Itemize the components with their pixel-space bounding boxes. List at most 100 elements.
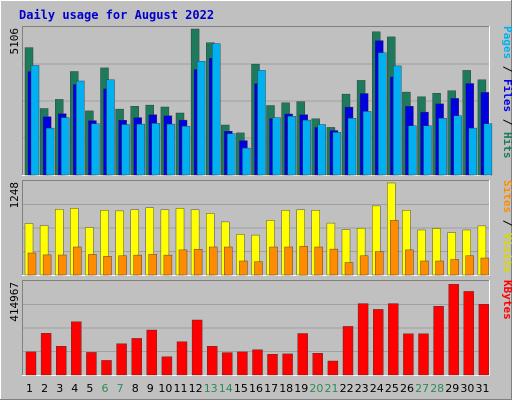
bar-kbytes-day-16	[252, 349, 263, 376]
bar-kbytes-day-17	[267, 354, 278, 376]
bar-kbytes-day-7	[116, 343, 127, 376]
bar-pages-day-20	[317, 124, 326, 176]
bar-sites-day-16	[254, 261, 263, 276]
bar-kbytes-day-12	[191, 319, 203, 376]
legend-entry: Pages	[501, 26, 512, 59]
bar-pages-day-23	[362, 111, 372, 176]
legend-entry: Hits	[501, 132, 512, 159]
bar-sites-day-17	[269, 246, 278, 276]
day-label-9: 9	[147, 382, 154, 395]
bar-sites-day-1	[27, 252, 37, 276]
bar-kbytes-day-1	[25, 351, 37, 376]
bar-sites-day-7	[118, 255, 127, 276]
bar-sites-day-19	[299, 246, 308, 276]
day-label-17: 17	[264, 382, 278, 395]
day-label-25: 25	[385, 382, 399, 395]
day-label-1: 1	[26, 382, 33, 395]
chart-title: Daily usage for August 2022	[19, 8, 214, 22]
bar-kbytes-day-3	[56, 346, 67, 376]
bar-pages-day-5	[91, 123, 100, 176]
day-label-31: 31	[476, 382, 490, 395]
bar-sites-day-3	[58, 254, 67, 276]
bar-kbytes-day-23	[357, 303, 369, 376]
legend-visits: Sites / Visits	[501, 180, 512, 273]
day-label-20: 20	[309, 382, 323, 395]
bar-kbytes-day-9	[146, 329, 158, 376]
bar-pages-day-30	[468, 127, 477, 176]
bar-sites-day-5	[88, 254, 97, 276]
bar-kbytes-day-19	[297, 333, 308, 376]
bar-pages-day-9	[151, 123, 161, 176]
bar-pages-day-13	[211, 43, 221, 176]
day-label-3: 3	[56, 382, 63, 395]
day-label-16: 16	[249, 382, 263, 395]
day-label-5: 5	[86, 382, 93, 395]
chart-panels: 5106 Pages / Files / Hits 1248 Sites / Visi…	[8, 26, 512, 376]
bar-sites-day-21	[329, 248, 339, 276]
bar-sites-day-28	[435, 260, 444, 276]
day-label-28: 28	[430, 382, 444, 395]
legend-entry: Sites	[501, 180, 512, 213]
bar-sites-day-11	[178, 249, 188, 276]
legend-entry: Files	[501, 79, 512, 112]
legend-entry: KBytes	[501, 280, 512, 320]
bar-pages-day-7	[121, 124, 130, 176]
legend-entry: /	[501, 59, 512, 79]
bar-pages-day-16	[257, 70, 266, 176]
bar-sites-day-31	[480, 257, 490, 276]
bar-sites-day-15	[239, 260, 248, 276]
bar-kbytes-day-5	[86, 352, 97, 376]
day-label-6: 6	[102, 382, 109, 395]
y-axis-max-label-requests: 5106	[8, 28, 21, 55]
legend-kbytes: KBytes	[501, 280, 512, 320]
bar-sites-day-8	[133, 254, 142, 276]
bar-pages-day-31	[483, 123, 493, 176]
bar-kbytes-day-13	[206, 346, 218, 376]
day-label-30: 30	[460, 382, 474, 395]
bar-sites-day-10	[163, 254, 173, 276]
day-label-13: 13	[204, 382, 218, 395]
bar-kbytes-day-10	[161, 356, 173, 376]
day-label-26: 26	[400, 382, 414, 395]
bar-pages-day-4	[76, 80, 85, 176]
day-label-21: 21	[325, 382, 339, 395]
bar-sites-day-30	[465, 255, 474, 276]
bar-pages-day-17	[272, 117, 281, 176]
bar-kbytes-day-29	[448, 284, 459, 376]
day-label-15: 15	[234, 382, 248, 395]
legend-entry: /	[501, 112, 512, 132]
day-label-10: 10	[158, 382, 172, 395]
panel-kbytes: 414967 KBytes	[8, 280, 512, 376]
bar-pages-day-28	[438, 117, 447, 176]
bar-pages-day-25	[393, 65, 402, 176]
bar-pages-day-14	[227, 133, 236, 176]
bar-sites-day-22	[344, 262, 354, 276]
day-label-18: 18	[279, 382, 293, 395]
bar-sites-day-2	[42, 254, 52, 276]
bar-kbytes-day-8	[131, 338, 142, 376]
bar-sites-day-12	[193, 248, 203, 276]
bar-kbytes-day-26	[403, 333, 414, 376]
bar-pages-day-27	[423, 125, 432, 176]
day-label-4: 4	[71, 382, 78, 395]
bar-kbytes-day-18	[282, 353, 293, 376]
panel-visits: 1248 Sites / Visits	[8, 180, 512, 276]
bar-sites-day-13	[208, 246, 218, 276]
panel-requests: 5106 Pages / Files / Hits	[8, 26, 512, 176]
legend-entry: /	[501, 213, 512, 233]
bar-kbytes-day-24	[373, 309, 384, 376]
bar-kbytes-day-4	[71, 321, 82, 376]
bar-pages-day-8	[136, 123, 145, 176]
legend-requests: Pages / Files / Hits	[501, 26, 512, 159]
day-label-22: 22	[340, 382, 354, 395]
day-label-29: 29	[445, 382, 459, 395]
bar-kbytes-day-22	[342, 326, 354, 376]
bar-pages-day-3	[61, 117, 70, 176]
bar-pages-day-2	[45, 127, 55, 176]
bar-kbytes-day-6	[101, 360, 112, 376]
bar-kbytes-day-31	[478, 304, 490, 376]
bar-sites-day-23	[359, 255, 369, 276]
bar-kbytes-day-20	[312, 353, 323, 376]
bar-pages-day-26	[408, 125, 417, 176]
